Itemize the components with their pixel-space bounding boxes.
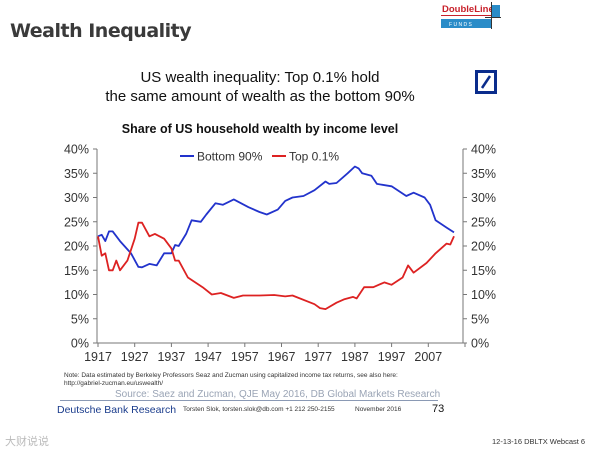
- watermark: 大财说说: [5, 436, 49, 448]
- logo-sub: F U N D S: [449, 22, 472, 28]
- y-tick-label-left: 25%: [64, 215, 89, 229]
- chart-title: Share of US household wealth by income l…: [121, 122, 399, 136]
- y-tick-label-right: 30%: [471, 191, 496, 205]
- series-line-top-0-1: [97, 221, 455, 311]
- note-line-2: http://gabriel-zucman.eu/uswealth/: [64, 380, 163, 387]
- chart-note: Note: Data estimated by Berkeley Profess…: [64, 372, 398, 388]
- y-tick-label-left: 10%: [64, 288, 89, 302]
- logo-text: DoubleLine: [442, 4, 494, 15]
- y-tick-label-right: 0%: [471, 337, 489, 351]
- page-number: 73: [432, 403, 445, 415]
- y-tick-label-left: 15%: [64, 264, 89, 278]
- chart-source: Source: Saez and Zucman, QJE May 2016, D…: [115, 389, 441, 400]
- y-tick-label-right: 5%: [471, 312, 489, 326]
- deutsche-bank-logo: [475, 70, 497, 94]
- x-tick-label: 1977: [304, 350, 332, 364]
- x-tick-label: 1997: [378, 350, 406, 364]
- y-tick-label-left: 35%: [64, 167, 89, 181]
- db-research-label: Deutsche Bank Research: [57, 404, 177, 416]
- y-tick-label-right: 20%: [471, 240, 496, 254]
- footer-label: 12-13-16 DBLTX Webcast 6: [492, 437, 586, 446]
- y-tick-label-right: 25%: [471, 215, 496, 229]
- slide-title: Wealth Inequality: [10, 20, 192, 42]
- y-tick-label-right: 35%: [471, 167, 496, 181]
- y-tick-label-left: 5%: [71, 312, 89, 326]
- y-tick-label-left: 30%: [64, 191, 89, 205]
- x-tick-label: 1937: [157, 350, 185, 364]
- chart-headline: US wealth inequality: Top 0.1% hold the …: [60, 68, 460, 106]
- x-tick-label: 1927: [121, 350, 149, 364]
- y-tick-label-left: 40%: [64, 143, 89, 157]
- contact-info: Torsten Slok, torsten.slok@db.com +1 212…: [183, 406, 335, 413]
- x-tick-label: 2007: [414, 350, 442, 364]
- headline-line-1: US wealth inequality: Top 0.1% hold: [140, 69, 380, 86]
- legend: Bottom 90% Top 0.1%: [180, 150, 339, 164]
- y-tick-label-right: 40%: [471, 143, 496, 157]
- legend-label: Top 0.1%: [289, 150, 339, 164]
- x-tick-label: 1987: [341, 350, 369, 364]
- y-tick-label-right: 10%: [471, 288, 496, 302]
- doubleline-logo: DoubleLine F U N D S: [441, 2, 501, 29]
- y-tick-label-left: 20%: [64, 240, 89, 254]
- x-tick-label: 1947: [194, 350, 222, 364]
- y-tick-label-left: 0%: [71, 337, 89, 351]
- note-line-1: Note: Data estimated by Berkeley Profess…: [64, 372, 398, 379]
- y-tick-label-right: 15%: [471, 264, 496, 278]
- x-tick-label: 1957: [231, 350, 259, 364]
- series-line-bottom-90: [97, 165, 455, 269]
- report-date: November 2016: [355, 406, 402, 413]
- divider: [60, 400, 438, 401]
- x-tick-label: 1967: [268, 350, 296, 364]
- legend-label: Bottom 90%: [197, 150, 263, 164]
- x-tick-label: 1917: [84, 350, 112, 364]
- headline-line-2: the same amount of wealth as the bottom …: [105, 88, 415, 105]
